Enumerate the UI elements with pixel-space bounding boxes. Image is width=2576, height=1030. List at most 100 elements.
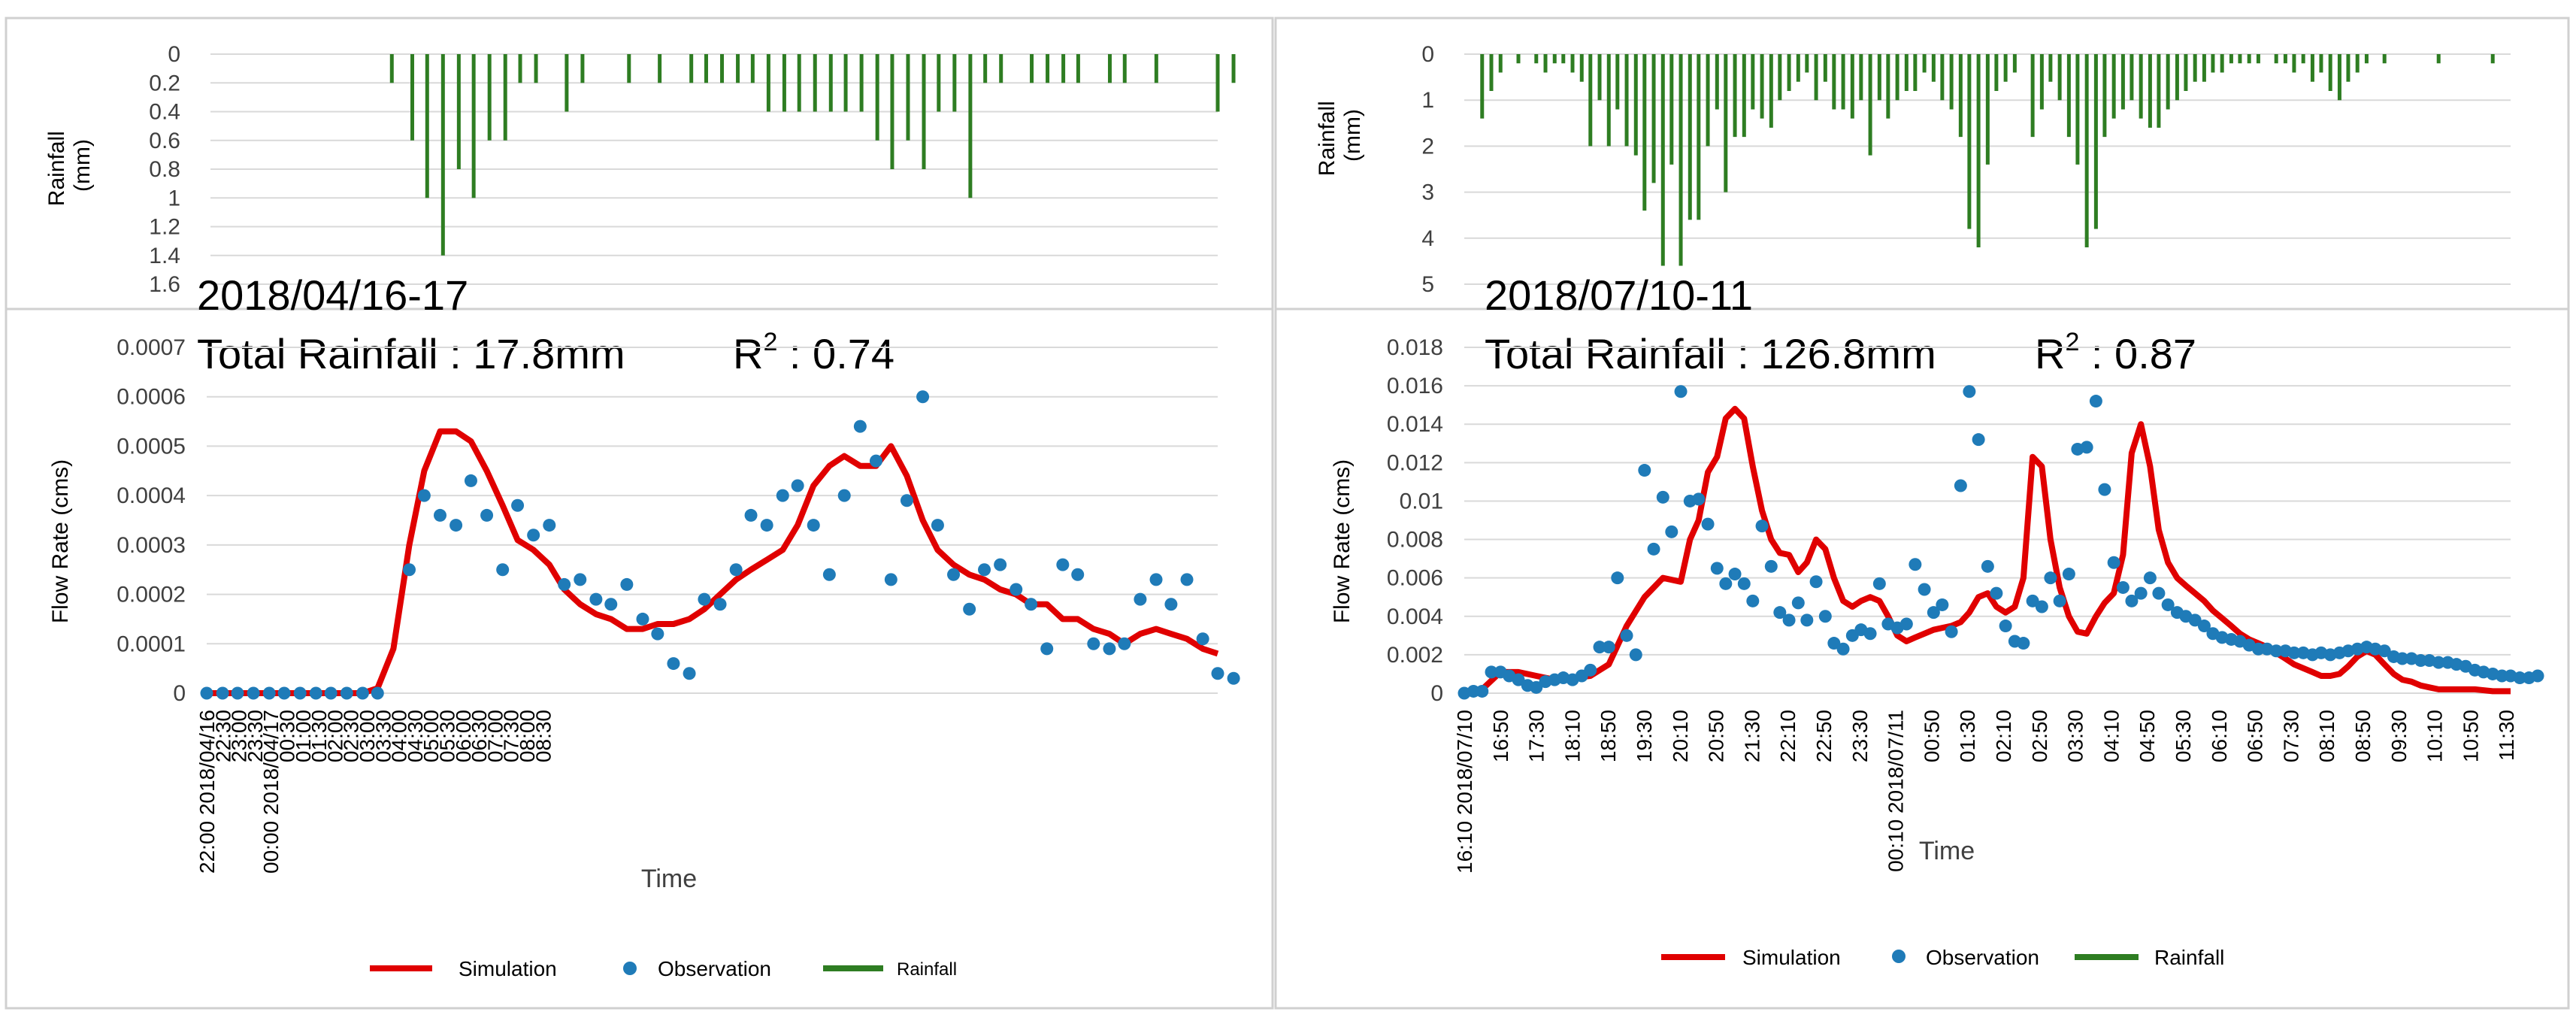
lf-observation-point [994,558,1007,571]
rf-ytick-label: 0 [1430,681,1443,706]
rf-observation-point [1746,594,1760,607]
rf-observation-point [1963,385,1976,398]
rf-observation-point [1602,641,1615,654]
lf-observation-point [713,598,727,611]
rf-observation-point [2287,646,2301,659]
lf-observation-point [604,598,618,611]
lf-observation-point [371,686,384,700]
rf-observation-point [2053,594,2066,607]
rainfall-ylabel-line1: Rainfall [44,131,69,206]
lf-observation-point [216,686,229,700]
rainfall-ylabel-line2: (mm) [1340,109,1365,162]
lf-xtick-label: 01:00 [292,710,315,762]
rf-observation-point [2116,580,2130,594]
left-total-rainfall: Total Rainfall : 17.8mm [197,330,625,377]
lf-xtick-label: 06:00 [452,710,475,762]
lf-observation-point [589,592,603,606]
left-rainfall-ytick-label: 1 [168,186,180,211]
lf-xtick-label: 23:30 [244,710,267,762]
lf-observation-point [1227,671,1240,685]
right-rainfall-ytick-label: 0 [1421,42,1434,67]
rf-observation-point [1836,642,1850,656]
left-flow-panel [5,307,1274,1010]
rf-observation-point [2044,571,2057,585]
rf-xtick-label: 03:30 [2064,710,2087,762]
left-rainfall-ylabel: Rainfall (mm) [44,125,95,206]
lf-observation-point [853,420,867,433]
lf-observation-point [1196,632,1209,646]
rf-ytick-label: 0.008 [1387,528,1443,553]
rf-xtick-label: 20:10 [1669,710,1692,762]
lf-observation-point [340,686,353,700]
rf-observation-point [1809,575,1823,589]
rf-observation-point [2531,669,2544,683]
left-r2-label: R [733,330,763,377]
rf-ytick-label: 0.002 [1387,643,1443,668]
lf-observation-point [356,686,369,700]
left-flow-ylabel: Flow Rate (cms) [48,459,73,623]
right-rainfall-ytick-label: 5 [1421,272,1434,297]
rf-observation-point [2035,600,2048,613]
rf-ytick-label: 0.012 [1387,450,1443,475]
lf-observation-point [1010,583,1023,596]
lf-xtick-label: 03:30 [371,710,395,762]
lf-xtick-label: 02:00 [323,710,347,762]
lf-xtick-label: 04:00 [388,710,411,762]
rf-observation-point [1981,559,1994,573]
right-rainfall-ylabel: Rainfall (mm) [1315,95,1365,176]
rf-observation-point [2125,594,2139,607]
lf-xtick-label: 00:00 2018/04/17 [259,710,283,874]
lf-observation-point [1025,598,1038,611]
right-r2-value: : 0.87 [2079,330,2196,377]
rf-observation-point [1818,610,1832,623]
lf-observation-point [231,686,244,700]
right-legend-sim-label: Simulation [1742,946,1841,969]
lf-observation-point [309,686,322,700]
rf-observation-point [1755,520,1769,533]
rf-observation-point [1476,684,1489,698]
lf-xtick-label: 01:30 [307,710,331,762]
rf-observation-point [1647,542,1660,556]
rf-xtick-label: 02:50 [2028,710,2051,762]
lf-observation-point [417,489,431,502]
lf-observation-point [480,508,494,522]
lf-ytick-label: 0.0007 [117,335,186,360]
lf-xtick-label: 22:00 2018/04/16 [195,710,219,874]
lf-observation-point [822,568,836,581]
rf-xtick-label: 06:10 [2208,710,2231,762]
left-flow-chart: 2018/04/16-17 Total Rainfall : 17.8mm R2… [48,271,1240,980]
lf-observation-point [450,519,463,532]
rf-observation-point [1512,673,1525,686]
lf-xtick-label: 05:30 [436,710,459,762]
lf-observation-point [200,686,213,700]
lf-observation-point [884,573,898,586]
lf-observation-point [963,602,976,616]
rf-xtick-label: 10:50 [2459,710,2482,762]
lf-observation-point [931,519,944,532]
left-rainfall-ytick-label: 0 [168,42,180,67]
left-legend-obs-marker [623,962,637,975]
lf-observation-point [837,489,851,502]
rf-observation-point [1530,680,1543,694]
lf-ytick-label: 0.0004 [117,483,186,508]
lf-observation-point [916,390,930,404]
lf-observation-point [1071,568,1085,581]
rf-observation-point [2396,652,2409,665]
lf-observation-point [464,474,477,487]
rf-observation-point [1620,629,1633,642]
rf-observation-point [1800,613,1814,627]
rf-xtick-label: 18:50 [1597,710,1620,762]
left-rainfall-ytick-label: 1.4 [149,244,180,268]
rf-ytick-label: 0.018 [1387,335,1443,360]
lf-observation-point [247,686,260,700]
rf-observation-point [2188,613,2202,627]
lf-observation-point [1103,642,1116,656]
right-flow-chart: 2018/07/10-11 Total Rainfall : 126.8mm R… [1330,271,2544,969]
lf-xtick-label: 03:00 [356,710,379,762]
left-legend-rain-label: Rainfall [897,959,957,980]
rf-xtick-label: 16:10 2018/07/10 [1453,710,1476,874]
lf-ytick-label: 0.0006 [117,385,186,410]
right-simulation-line [1464,405,2511,696]
rf-observation-point [1936,598,1949,611]
